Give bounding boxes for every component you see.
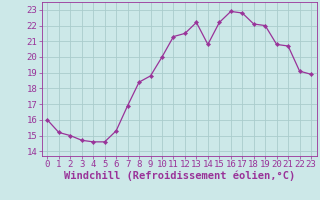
X-axis label: Windchill (Refroidissement éolien,°C): Windchill (Refroidissement éolien,°C) <box>64 171 295 181</box>
